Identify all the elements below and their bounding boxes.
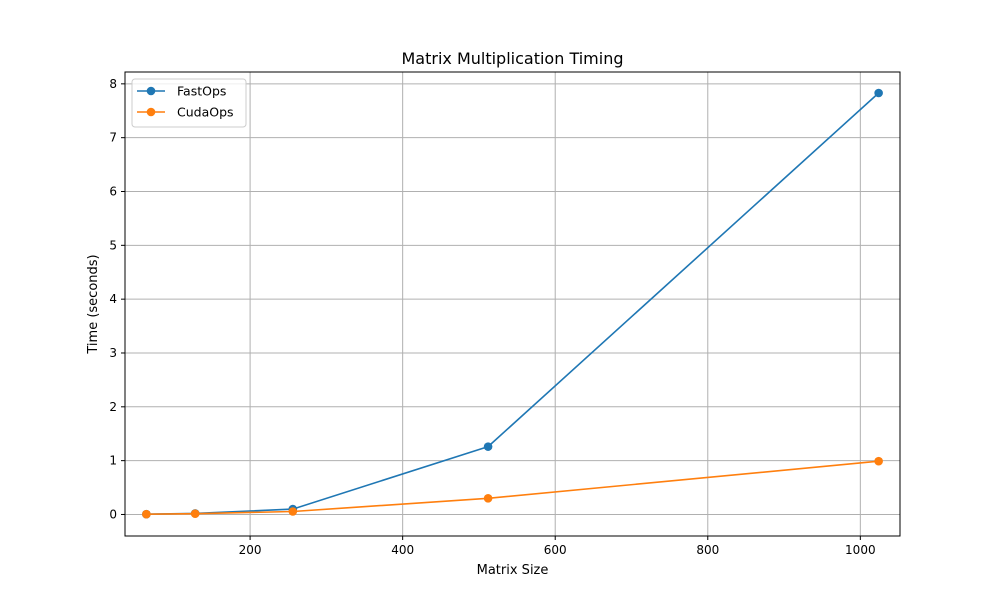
data-point xyxy=(874,88,883,98)
legend-label: CudaOps xyxy=(177,105,234,120)
legend-item-fastops: FastOps xyxy=(137,84,226,99)
series-line xyxy=(146,92,880,515)
x-tick-label: 200 xyxy=(239,543,262,557)
y-tick-label: 8 xyxy=(109,77,117,91)
x-axis-label: Matrix Size xyxy=(477,563,549,578)
axis-ticks: 200 400 600 800 1000 0 1 2 3 4 5 6 7 8 xyxy=(109,77,875,557)
y-tick-label: 3 xyxy=(109,346,117,360)
x-tick-label: 1000 xyxy=(845,543,876,557)
y-tick-label: 1 xyxy=(109,454,117,468)
grid-lines xyxy=(125,72,900,536)
x-tick-label: 400 xyxy=(391,543,414,557)
y-tick-label: 2 xyxy=(109,400,117,414)
x-tick-label: 600 xyxy=(544,543,567,557)
data-point xyxy=(483,494,493,503)
series-fastops xyxy=(142,88,883,519)
y-tick-label: 4 xyxy=(109,292,117,306)
chart-title: Matrix Multiplication Timing xyxy=(401,49,623,68)
data-point xyxy=(483,442,493,451)
series-cudaops xyxy=(142,456,883,519)
data-point xyxy=(288,507,298,516)
legend-swatch-marker xyxy=(146,86,156,96)
data-point xyxy=(142,509,151,519)
legend-swatch-marker xyxy=(146,107,156,117)
data-point xyxy=(190,509,200,518)
data-point xyxy=(874,456,883,466)
plot-area-frame xyxy=(124,71,901,537)
legend: FastOps CudaOps xyxy=(131,78,247,128)
y-tick-label: 5 xyxy=(109,238,117,252)
series-lines xyxy=(142,88,883,519)
legend-item-cudaops: CudaOps xyxy=(137,105,234,120)
series-line xyxy=(146,460,879,515)
y-axis-label: Time (seconds) xyxy=(86,254,101,354)
y-tick-label: 0 xyxy=(109,507,117,521)
y-tick-label: 7 xyxy=(109,131,117,145)
x-tick-label: 800 xyxy=(696,543,719,557)
legend-label: FastOps xyxy=(177,84,226,99)
y-tick-label: 6 xyxy=(109,184,117,198)
